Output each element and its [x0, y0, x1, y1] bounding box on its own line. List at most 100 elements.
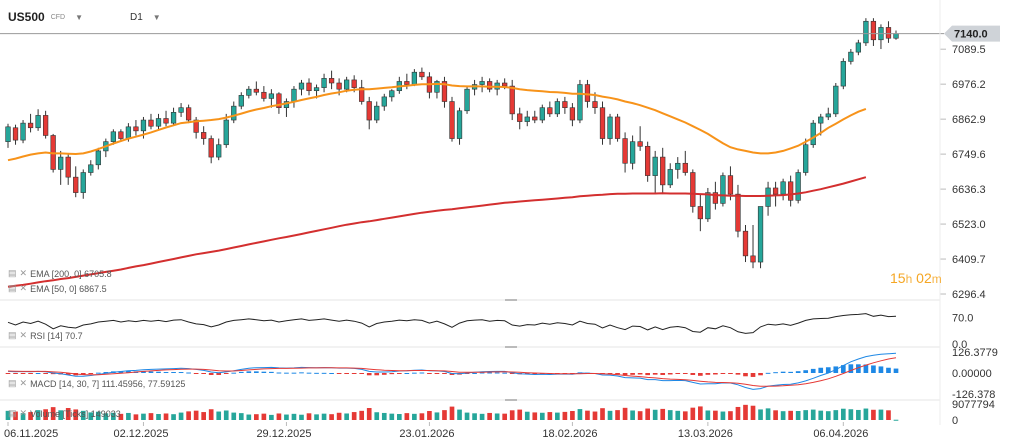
- candle-body: [870, 20, 877, 41]
- macd-histogram-bar: [306, 372, 312, 374]
- volume-bar: [58, 410, 64, 420]
- candle-body: [12, 127, 19, 141]
- candle-body: [404, 81, 410, 85]
- candle-countdown: 15h 02m: [890, 270, 942, 286]
- settings-icon[interactable]: ▤: [8, 330, 17, 340]
- candle-body: [268, 93, 275, 99]
- macd-histogram-bar: [216, 373, 222, 375]
- macd-histogram-bar: [713, 373, 718, 375]
- macd-histogram-bar: [735, 373, 741, 375]
- candle-body: [502, 82, 508, 87]
- close-icon[interactable]: ✕: [19, 378, 28, 388]
- macd-histogram-bar: [351, 373, 357, 374]
- date-tick-label: 29.12.2025: [256, 428, 311, 440]
- chevron-down-icon[interactable]: ▼: [75, 12, 84, 22]
- candle-body: [185, 107, 192, 121]
- volume-bar: [434, 412, 440, 420]
- candle-body: [772, 187, 779, 195]
- candle-body: [712, 192, 719, 204]
- symbol-name: US500: [8, 10, 45, 24]
- volume-bar: [464, 412, 470, 420]
- candle-body: [148, 119, 154, 127]
- volume-bar: [765, 408, 771, 420]
- volume-bar: [126, 412, 131, 420]
- candle-body: [80, 172, 86, 193]
- macd-histogram-bar: [5, 373, 11, 374]
- macd-histogram-bar: [231, 372, 237, 374]
- candle-body: [524, 116, 530, 122]
- settings-icon[interactable]: ▤: [8, 378, 17, 388]
- volume-bar: [359, 410, 365, 420]
- candle-body: [313, 87, 320, 92]
- close-icon[interactable]: ✕: [19, 330, 28, 340]
- rsi-legend[interactable]: ▤ ✕ RSI [14] 70.7: [8, 330, 83, 341]
- close-icon[interactable]: ✕: [19, 408, 28, 418]
- candle-body: [411, 71, 418, 85]
- candle-body: [833, 85, 839, 115]
- volume-bar: [284, 414, 289, 420]
- macd-histogram-bar: [607, 373, 613, 374]
- macd-histogram-bar: [886, 367, 891, 373]
- volume-bar: [50, 407, 56, 420]
- volume-bar: [374, 412, 380, 420]
- macd-histogram-bar: [427, 373, 432, 374]
- volume-bar: [88, 412, 94, 420]
- macd-histogram-bar: [509, 373, 515, 374]
- volume-bar: [795, 411, 801, 420]
- instrument-type: CFD: [50, 13, 66, 21]
- macd-histogram-bar: [675, 373, 681, 374]
- macd-tick-label: -126.378: [952, 389, 995, 401]
- settings-icon[interactable]: ▤: [8, 408, 17, 418]
- candle-body: [675, 162, 681, 170]
- candle-body: [246, 88, 252, 96]
- volume-bar: [728, 411, 733, 420]
- macd-histogram-bar: [103, 372, 109, 374]
- candle-body: [419, 71, 425, 78]
- candle-body: [780, 181, 786, 195]
- timeframe-selector[interactable]: D1 ▼: [130, 6, 161, 28]
- macd-histogram-bar: [419, 372, 425, 374]
- macd-histogram-bar: [765, 372, 771, 374]
- candle-body: [539, 107, 545, 121]
- chevron-down-icon[interactable]: ▼: [152, 12, 161, 22]
- macd-legend[interactable]: ▤ ✕ MACD [14, 30, 7] 111.45956, 77.59125: [8, 378, 185, 389]
- volume-bar: [735, 406, 741, 420]
- volume-bar: [299, 414, 304, 420]
- macd-histogram-bar: [690, 373, 696, 375]
- macd-histogram-bar: [261, 371, 267, 373]
- date-tick-label: 13.03.2026: [678, 428, 733, 440]
- macd-histogram-bar: [193, 373, 199, 374]
- candle-body: [742, 230, 749, 257]
- candle-body: [885, 27, 892, 39]
- volume-bar: [65, 408, 71, 420]
- settings-icon[interactable]: ▤: [8, 283, 17, 293]
- volume-bar: [863, 408, 869, 420]
- settings-icon[interactable]: ▤: [8, 268, 17, 278]
- volume-bar: [585, 410, 590, 420]
- candle-body: [720, 175, 726, 204]
- close-icon[interactable]: ✕: [19, 283, 28, 293]
- macd-axis: 126.3779 0.00000 -126.378: [952, 347, 998, 401]
- macd-histogram-bar: [720, 373, 726, 374]
- candle-body: [614, 116, 621, 139]
- volume-bar: [810, 409, 816, 420]
- ema200-legend[interactable]: ▤ ✕ EMA [200, 0] 6705.8: [8, 268, 112, 279]
- macd-histogram-bar: [284, 372, 289, 374]
- ema50-legend[interactable]: ▤ ✕ EMA [50, 0] 6867.5: [8, 283, 107, 294]
- countdown-hours: 15: [890, 270, 906, 286]
- symbol-selector[interactable]: US500 CFD ▼: [8, 6, 83, 28]
- candle-body: [788, 181, 794, 201]
- volume-bar: [840, 408, 846, 420]
- volume-bar: [893, 419, 899, 421]
- macd-histogram-bar: [65, 373, 71, 375]
- close-icon[interactable]: ✕: [19, 268, 28, 278]
- volume-bar: [141, 413, 146, 420]
- macd-histogram-bar: [848, 364, 854, 373]
- macd-histogram-bar: [50, 373, 56, 375]
- macd-histogram-bar: [652, 373, 658, 375]
- volume-legend[interactable]: ▤ ✕ Volume [Ticks] 149033: [8, 408, 121, 419]
- volume-bar: [73, 409, 79, 420]
- macd-histogram-bar: [412, 372, 417, 374]
- volume-bar: [509, 410, 515, 420]
